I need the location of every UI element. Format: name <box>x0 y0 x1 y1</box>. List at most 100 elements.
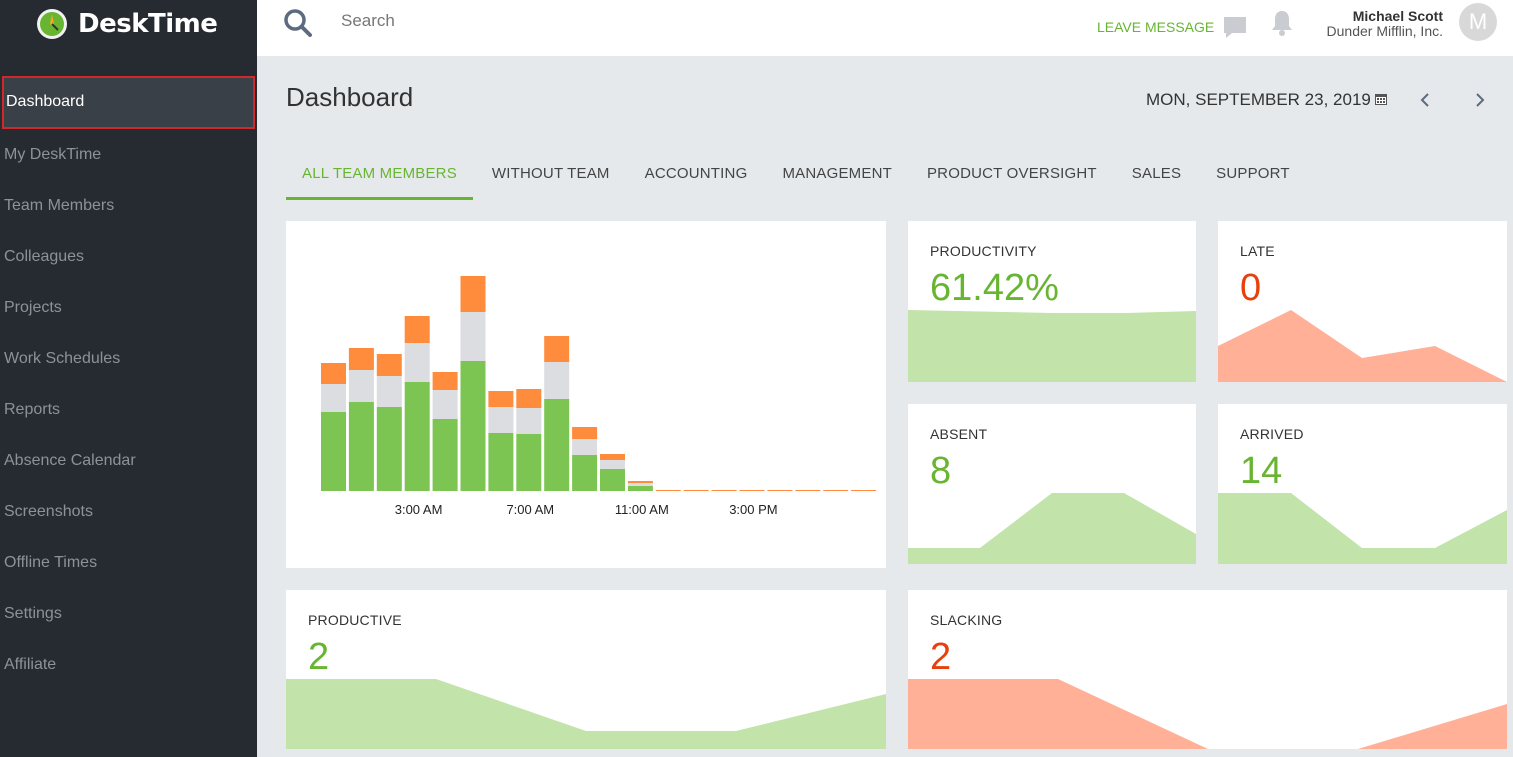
bar-unproductive-6[interactable] <box>488 391 514 407</box>
x-tick-label: 11:00 AM <box>615 502 669 517</box>
tab-all-team-members[interactable]: ALL TEAM MEMBERS <box>286 154 473 200</box>
bar-unproductive-18[interactable] <box>823 490 849 491</box>
bar-unproductive-17[interactable] <box>795 490 821 491</box>
bar-unproductive-10[interactable] <box>600 454 625 460</box>
bar-unproductive-4[interactable] <box>432 372 458 390</box>
sidebar: DeskTime Dashboard My DeskTime Team Member… <box>0 0 257 757</box>
bar-neutral-3[interactable] <box>404 343 430 382</box>
desktime-logo-icon <box>37 9 67 39</box>
productive-value: 2 <box>308 636 330 678</box>
tab-product-oversight[interactable]: PRODUCT OVERSIGHT <box>926 165 1097 182</box>
activity-bar-chart: 3:00 AM 7:00 AM 11:00 AM 3:00 PM <box>321 276 877 517</box>
bar-neutral-11[interactable] <box>627 483 653 486</box>
sidebar-item-affiliate[interactable]: Affiliate <box>4 656 57 673</box>
bar-unproductive-12[interactable] <box>655 490 681 491</box>
slacking-card[interactable]: SLACKING 2 <box>908 590 1507 749</box>
bar-productive-6[interactable] <box>488 433 514 491</box>
sidebar-item-screenshots[interactable]: Screenshots <box>4 503 93 520</box>
productivity-label: PRODUCTIVITY <box>930 243 1037 259</box>
bar-unproductive-2[interactable] <box>376 354 402 376</box>
sidebar-item-projects[interactable]: Projects <box>4 299 62 316</box>
page-title: Dashboard <box>286 82 414 112</box>
bar-productive-3[interactable] <box>404 382 430 491</box>
bar-unproductive-16[interactable] <box>767 490 793 491</box>
bar-neutral-4[interactable] <box>432 390 458 419</box>
late-card[interactable]: LATE 0 <box>1218 221 1507 382</box>
bar-unproductive-14[interactable] <box>711 490 737 491</box>
sidebar-item-absence-calendar[interactable]: Absence Calendar <box>4 452 136 469</box>
calendar-icon[interactable] <box>1374 92 1388 106</box>
bar-unproductive-19[interactable] <box>851 490 877 491</box>
sidebar-item-colleagues[interactable]: Colleagues <box>4 248 85 265</box>
bar-unproductive-7[interactable] <box>516 389 542 408</box>
leave-message-label: LEAVE MESSAGE <box>1097 19 1215 35</box>
bar-productive-5[interactable] <box>460 361 486 491</box>
bar-productive-10[interactable] <box>600 469 625 491</box>
date-picker[interactable]: MON, SEPTEMBER 23, 2019 <box>1146 90 1371 109</box>
bar-neutral-10[interactable] <box>600 460 625 469</box>
tab-accounting[interactable]: ACCOUNTING <box>644 165 748 182</box>
bar-productive-4[interactable] <box>432 419 458 491</box>
bar-neutral-5[interactable] <box>460 312 486 361</box>
sidebar-item-dashboard[interactable]: Dashboard <box>2 76 255 129</box>
bar-neutral-7[interactable] <box>516 408 542 434</box>
chevron-right-icon[interactable] <box>1468 86 1492 114</box>
productive-card[interactable]: PRODUCTIVE 2 <box>286 590 886 749</box>
activity-chart-card: 3:00 AM 7:00 AM 11:00 AM 3:00 PM <box>286 221 886 568</box>
bar-unproductive-11[interactable] <box>627 481 653 483</box>
search-icon[interactable] <box>283 8 313 38</box>
logo[interactable]: DeskTime <box>36 6 218 42</box>
user-company: Dunder Mifflin, Inc. <box>1326 23 1443 39</box>
team-tabs: ALL TEAM MEMBERS WITHOUT TEAM ACCOUNTING MA… <box>286 154 1309 200</box>
bar-neutral-1[interactable] <box>348 370 374 402</box>
productivity-card[interactable]: PRODUCTIVITY 61.42% <box>908 221 1196 382</box>
bar-neutral-0[interactable] <box>321 384 346 412</box>
bar-unproductive-9[interactable] <box>572 427 598 439</box>
sidebar-item-offline-times[interactable]: Offline Times <box>4 554 98 571</box>
bar-productive-1[interactable] <box>348 402 374 491</box>
bar-neutral-6[interactable] <box>488 407 514 433</box>
tab-without-team[interactable]: WITHOUT TEAM <box>491 165 610 182</box>
sidebar-nav: Dashboard My DeskTime Team Members Colleagu… <box>0 76 257 690</box>
productive-sparkline <box>286 679 886 749</box>
arrived-sparkline <box>1218 493 1507 564</box>
chevron-left-icon[interactable] <box>1413 86 1437 114</box>
bar-productive-0[interactable] <box>321 412 346 491</box>
bar-unproductive-13[interactable] <box>683 490 709 491</box>
bar-productive-7[interactable] <box>516 434 542 491</box>
bell-icon[interactable] <box>1269 9 1295 37</box>
tab-management[interactable]: MANAGEMENT <box>782 165 892 182</box>
bar-productive-11[interactable] <box>627 486 653 491</box>
search-input[interactable] <box>341 9 641 33</box>
user-name[interactable]: Michael Scott <box>1352 8 1443 24</box>
tab-support[interactable]: SUPPORT <box>1216 165 1290 182</box>
bar-neutral-9[interactable] <box>572 439 598 455</box>
sidebar-item-reports[interactable]: Reports <box>4 401 61 418</box>
x-tick-label: 3:00 AM <box>395 502 443 517</box>
bar-unproductive-15[interactable] <box>739 490 765 491</box>
chat-bubble-icon <box>1224 17 1247 38</box>
bar-unproductive-8[interactable] <box>544 336 570 362</box>
bar-unproductive-5[interactable] <box>460 276 486 312</box>
absent-label: ABSENT <box>930 426 988 442</box>
bar-unproductive-1[interactable] <box>348 348 374 370</box>
sidebar-item-my-desktime[interactable]: My DeskTime <box>4 146 102 163</box>
bar-unproductive-3[interactable] <box>404 316 430 343</box>
bar-neutral-8[interactable] <box>544 362 570 399</box>
bar-productive-9[interactable] <box>572 455 598 491</box>
bar-productive-8[interactable] <box>544 399 570 491</box>
bar-neutral-2[interactable] <box>376 376 402 407</box>
sidebar-item-team-members[interactable]: Team Members <box>4 197 115 214</box>
bar-productive-2[interactable] <box>376 407 402 491</box>
sidebar-item-settings[interactable]: Settings <box>4 605 62 622</box>
sidebar-item-work-schedules[interactable]: Work Schedules <box>4 350 121 367</box>
avatar[interactable]: M <box>1459 3 1497 41</box>
productive-label: PRODUCTIVE <box>308 612 402 628</box>
productivity-value: 61.42% <box>930 267 1059 309</box>
arrived-label: ARRIVED <box>1240 426 1304 442</box>
arrived-card[interactable]: ARRIVED 14 <box>1218 404 1507 564</box>
bar-unproductive-0[interactable] <box>321 363 346 384</box>
leave-message-button[interactable]: LEAVE MESSAGE <box>1097 15 1248 39</box>
absent-card[interactable]: ABSENT 8 <box>908 404 1196 564</box>
tab-sales[interactable]: SALES <box>1131 165 1182 182</box>
